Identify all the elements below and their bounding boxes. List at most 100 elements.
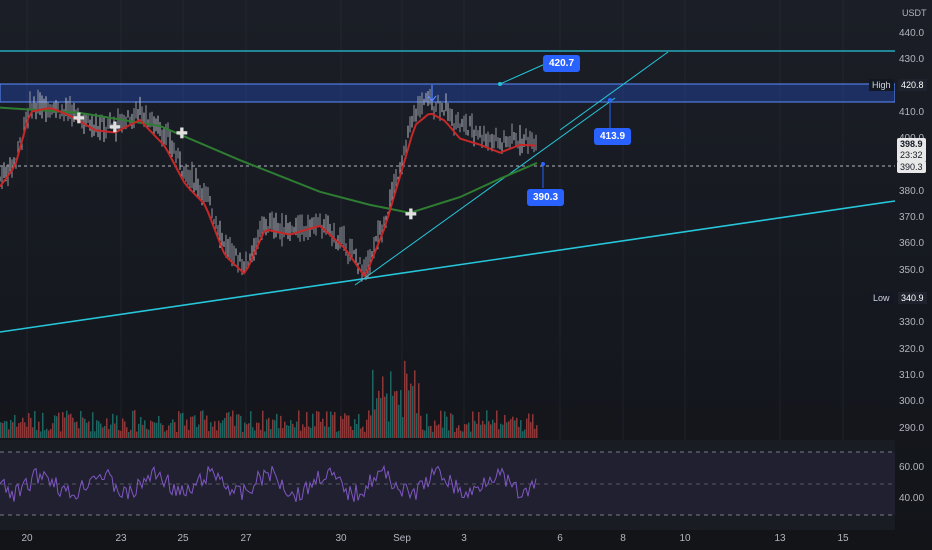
volume-bar [424, 430, 426, 438]
ema-slow-line [0, 106, 538, 214]
volume-bar [8, 429, 10, 438]
volume-bar [336, 431, 338, 438]
volume-bar [400, 390, 402, 438]
volume-bar [174, 422, 176, 438]
rsi-line [0, 464, 537, 503]
volume-bar [106, 418, 108, 438]
cross-marker: ✚ [109, 119, 121, 135]
callout-413[interactable]: 413.9 [594, 128, 632, 145]
low-value: 340.9 [898, 292, 927, 304]
volume-bar [352, 429, 354, 438]
resistance-zone[interactable] [0, 83, 895, 103]
volume-bar [374, 409, 376, 438]
volume-bar [216, 430, 218, 438]
volume-bar [210, 422, 212, 438]
volume-bar [220, 423, 222, 438]
volume-bar [148, 429, 150, 438]
volume-bar [42, 412, 44, 438]
volume-bar [398, 404, 400, 438]
volume-bar [330, 411, 332, 438]
volume-bar [334, 412, 336, 438]
volume-bar [418, 383, 420, 438]
volume-bar [462, 431, 464, 438]
volume-bar [310, 427, 312, 438]
volume-bar [82, 417, 84, 438]
volume-bar [450, 413, 452, 438]
volume-bar [276, 413, 278, 438]
high-label: High [869, 79, 894, 91]
volume-bar [110, 424, 112, 438]
volume-bar [516, 417, 518, 438]
volume-bar [416, 413, 418, 438]
volume-bar [456, 427, 458, 438]
cross-marker: ✚ [176, 125, 188, 141]
volume-bar [380, 398, 382, 438]
price-tick: 370.0 [899, 212, 925, 224]
cross-marker: ✚ [73, 110, 85, 126]
volume-bar [300, 430, 302, 438]
volume-bar [468, 422, 470, 438]
volume-bar [520, 420, 522, 438]
volume-bar [234, 425, 236, 438]
volume-bar [194, 415, 196, 438]
volume-bar [348, 415, 350, 438]
volume-bar [100, 423, 102, 438]
volume-bar [486, 410, 488, 438]
volume-bar [278, 428, 280, 438]
volume-bar [76, 421, 78, 438]
volume-bar [358, 414, 360, 438]
volume-bar [186, 419, 188, 438]
volume-bar [30, 417, 32, 438]
volume-bar [434, 420, 436, 438]
date-axis[interactable]: 20 23 25 27 30 Sep 3 6 8 10 13 15 [0, 530, 895, 550]
price-tick: 330.0 [899, 317, 925, 329]
price-plot[interactable]: ✚ ✚ ✚ ✚ [0, 0, 895, 530]
volume-bar [512, 416, 514, 438]
volume-bar [32, 427, 34, 438]
volume-bar [354, 419, 356, 438]
volume-bar [498, 429, 500, 438]
volume-bar [332, 415, 334, 438]
volume-bar [130, 429, 132, 438]
volume-bar [138, 423, 140, 438]
volume-bar [146, 428, 148, 438]
volume-bar [14, 414, 16, 438]
volume-bar [10, 419, 12, 438]
callout-390[interactable]: 390.3 [527, 189, 565, 206]
volume-bar [500, 423, 502, 438]
volume-bar [422, 429, 424, 438]
volume-bar [64, 417, 66, 438]
price-tick: 350.0 [899, 264, 925, 276]
volume-bar [488, 421, 490, 438]
volume-bar [426, 413, 428, 438]
volume-bar [364, 431, 366, 438]
price-tick: 430.0 [899, 54, 925, 66]
cross-markers: ✚ ✚ ✚ ✚ [73, 110, 417, 222]
volume-bar [222, 420, 224, 438]
rising-trendline-lower[interactable] [354, 97, 616, 286]
date-tick: 25 [177, 533, 189, 544]
volume-bar [370, 415, 372, 438]
date-tick: 20 [21, 533, 33, 544]
support-trendline[interactable] [0, 200, 895, 333]
volume-bar [494, 422, 496, 438]
volume-bar [420, 415, 422, 438]
volume-bar [404, 360, 406, 438]
date-tick: 8 [620, 533, 626, 544]
rising-trendline-upper[interactable] [559, 51, 669, 131]
volume-bar [254, 430, 256, 438]
volume-bar [192, 416, 194, 438]
volume-bar [2, 422, 4, 438]
volume-bar [164, 431, 166, 438]
volume-bar [20, 422, 22, 438]
currency-label: USDT [902, 8, 927, 18]
volume-bar [132, 410, 134, 438]
volume-bar [50, 428, 52, 438]
volume-bar [362, 426, 364, 438]
volume-bar [44, 430, 46, 438]
volume-bar [446, 416, 448, 438]
volume-bar [134, 410, 136, 438]
volume-bar [522, 431, 524, 438]
callout-420[interactable]: 420.7 [543, 55, 581, 72]
